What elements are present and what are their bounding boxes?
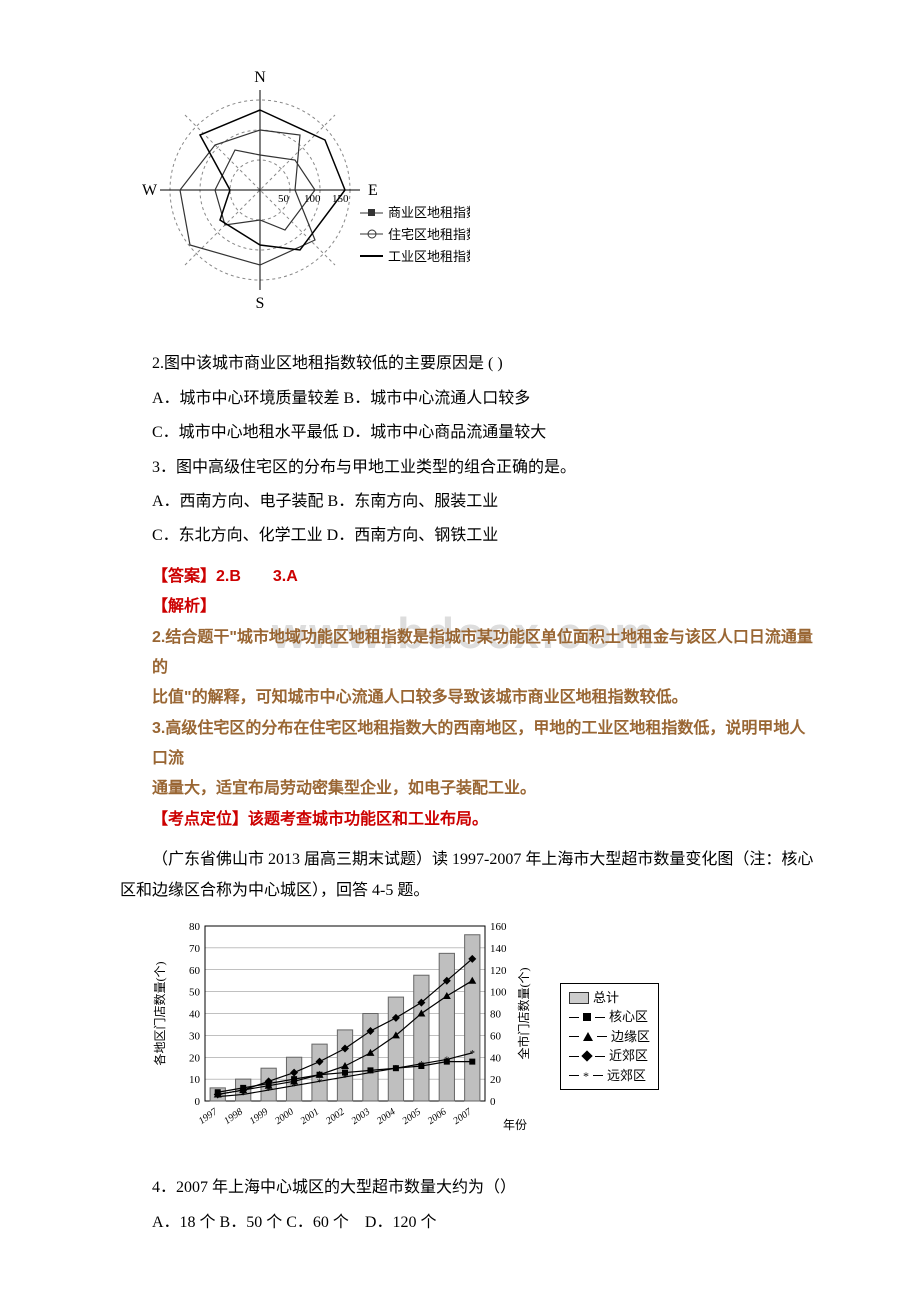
svg-text:1999: 1999 xyxy=(248,1106,271,1126)
answer-kdd: 【考点定位】该题考查城市功能区和工业布局。 xyxy=(152,805,820,835)
svg-text:*: * xyxy=(240,1089,246,1101)
svg-text:70: 70 xyxy=(189,943,201,955)
svg-text:*: * xyxy=(291,1081,297,1093)
svg-text:2007: 2007 xyxy=(451,1106,475,1127)
svg-text:80: 80 xyxy=(189,921,201,933)
radar-legend-residential: 住宅区地租指数 xyxy=(388,227,470,242)
svg-text:120: 120 xyxy=(490,965,507,977)
svg-text:40: 40 xyxy=(189,1009,201,1021)
svg-text:各地区门店数量(个): 各地区门店数量(个) xyxy=(152,962,167,1066)
answer-jiexi: 【解析】 xyxy=(152,592,820,622)
legend-total: 总计 xyxy=(593,988,619,1008)
svg-text:*: * xyxy=(317,1076,323,1088)
svg-text:*: * xyxy=(444,1054,450,1066)
svg-text:2003: 2003 xyxy=(349,1106,372,1126)
svg-text:2005: 2005 xyxy=(400,1106,423,1126)
svg-text:20: 20 xyxy=(189,1052,201,1064)
radar-chart: N E S W 50 100 150 商业区地租指数 住宅区地租指数 工业区地租… xyxy=(130,60,820,331)
q4-stem: 4．2007 年上海中心城区的大型超市数量大约为（） xyxy=(120,1173,820,1203)
svg-text:W: W xyxy=(142,182,158,199)
svg-text:全市门店数量(个): 全市门店数量(个) xyxy=(516,968,531,1060)
svg-text:年份: 年份 xyxy=(503,1118,527,1132)
svg-text:2001: 2001 xyxy=(299,1106,322,1126)
svg-text:50: 50 xyxy=(278,193,290,205)
answer-line3b: 通量大，适宜布局劳动密集型企业，如电子装配工业。 xyxy=(152,774,820,804)
intro-q4: （广东省佛山市 2013 届高三期末试题）读 1997-2007 年上海市大型超… xyxy=(120,845,820,906)
svg-text:1998: 1998 xyxy=(222,1106,245,1126)
svg-text:80: 80 xyxy=(490,1009,502,1021)
svg-text:0: 0 xyxy=(195,1096,201,1108)
svg-text:150: 150 xyxy=(332,193,349,205)
svg-text:1997: 1997 xyxy=(197,1106,221,1127)
answer-line2: 2.结合题干"城市地域功能区地租指数是指城市某功能区单位面积土地租金与该区人口日… xyxy=(152,623,820,684)
radar-legend-industrial: 工业区地租指数 xyxy=(388,249,470,264)
legend-edge: 边缘区 xyxy=(611,1027,650,1047)
svg-text:2000: 2000 xyxy=(273,1106,296,1126)
legend-near: 近郊区 xyxy=(609,1046,648,1066)
legend-far: 远郊区 xyxy=(607,1066,646,1086)
svg-text:60: 60 xyxy=(490,1030,502,1042)
svg-text:2006: 2006 xyxy=(426,1106,449,1126)
answer-title: 【答案】2.B 3.A xyxy=(152,562,820,592)
svg-text:50: 50 xyxy=(189,987,201,999)
svg-text:*: * xyxy=(470,1048,476,1060)
q4-options: A．18 个 B．50 个 C．60 个 D．120 个 xyxy=(152,1208,820,1238)
svg-text:*: * xyxy=(419,1059,425,1071)
q3-options-ab: A．西南方向、电子装配 B．东南方向、服装工业 xyxy=(120,487,820,517)
q2-options-cd: C．城市中心地租水平最低 D．城市中心商品流通量较大 xyxy=(120,418,820,448)
chart-legend: 总计 核心区 边缘区 近郊区 *远郊区 xyxy=(560,983,659,1091)
legend-core: 核心区 xyxy=(609,1007,648,1027)
svg-text:30: 30 xyxy=(189,1030,201,1042)
svg-text:100: 100 xyxy=(490,987,507,999)
svg-text:160: 160 xyxy=(490,921,507,933)
svg-text:10: 10 xyxy=(189,1074,201,1086)
svg-text:0: 0 xyxy=(490,1096,496,1108)
supermarket-chart: 0 10 20 30 40 50 60 70 80 0 20 40 60 80 100 120 140 160 19… xyxy=(150,916,540,1157)
q3-options-cd: C．东北方向、化学工业 D．西南方向、钢铁工业 xyxy=(120,521,820,551)
svg-text:2002: 2002 xyxy=(324,1106,347,1126)
svg-text:*: * xyxy=(342,1072,348,1084)
svg-text:60: 60 xyxy=(189,965,201,977)
svg-text:*: * xyxy=(266,1085,272,1097)
q2-options-ab: A．城市中心环境质量较差 B．城市中心流通人口较多 xyxy=(120,384,820,414)
svg-text:N: N xyxy=(254,69,266,86)
q2-stem: 2.图中该城市商业区地租指数较低的主要原因是 ( ) xyxy=(120,349,820,379)
svg-text:100: 100 xyxy=(304,193,321,205)
svg-text:S: S xyxy=(256,295,265,312)
answer-line2b: 比值"的解释，可知城市中心流通人口较多导致该城市商业区地租指数较低。 xyxy=(152,683,820,713)
svg-text:*: * xyxy=(368,1068,374,1080)
svg-text:*: * xyxy=(393,1063,399,1075)
svg-text:40: 40 xyxy=(490,1052,502,1064)
svg-text:140: 140 xyxy=(490,943,507,955)
svg-text:*: * xyxy=(215,1092,221,1104)
answer-line3: 3.高级住宅区的分布在住宅区地租指数大的西南地区，甲地的工业区地租指数低，说明甲… xyxy=(152,714,820,775)
svg-text:20: 20 xyxy=(490,1074,502,1086)
svg-text:E: E xyxy=(368,182,378,199)
radar-legend-commercial: 商业区地租指数 xyxy=(388,205,470,220)
q3-stem: 3．图中高级住宅区的分布与甲地工业类型的组合正确的是。 xyxy=(120,453,820,483)
svg-text:2004: 2004 xyxy=(375,1106,398,1126)
